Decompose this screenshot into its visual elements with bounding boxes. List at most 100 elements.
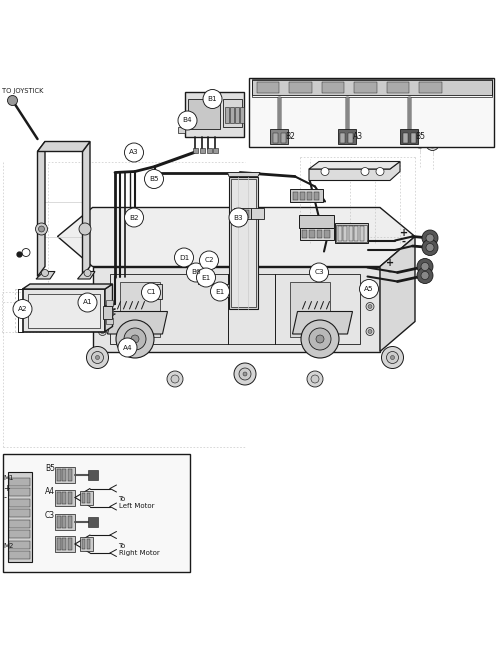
Bar [55,466,75,483]
Circle shape [417,259,433,274]
Bar [102,306,112,319]
Bar [178,127,185,133]
Text: B2: B2 [129,214,139,221]
Bar [80,490,92,505]
Polygon shape [38,142,45,276]
Polygon shape [92,266,380,351]
Bar [62,492,66,503]
Circle shape [321,168,329,176]
Circle shape [234,363,256,385]
Bar [249,78,494,146]
Circle shape [183,253,187,257]
Bar [9,477,30,485]
Text: B1: B1 [208,96,218,102]
Circle shape [239,368,251,380]
Circle shape [100,304,104,308]
Circle shape [178,111,197,130]
Circle shape [84,270,91,276]
Text: B2: B2 [285,132,295,141]
Bar [340,133,345,142]
Circle shape [416,123,424,131]
Bar [88,470,98,479]
Bar [231,179,256,306]
Bar [188,99,220,129]
Circle shape [421,263,429,270]
Bar [214,284,229,296]
Bar [106,300,112,306]
Text: B5: B5 [45,464,55,473]
Polygon shape [309,161,400,180]
Bar [28,293,100,328]
Circle shape [421,272,429,279]
Bar [206,148,212,153]
Circle shape [426,244,434,251]
Circle shape [229,208,248,227]
Text: C3: C3 [45,511,55,520]
Text: To
Right Motor: To Right Motor [118,543,159,556]
Bar [56,492,60,503]
Bar [56,515,60,528]
Circle shape [142,283,161,302]
Circle shape [361,168,369,176]
Circle shape [414,120,426,133]
Polygon shape [38,142,90,151]
Circle shape [131,335,139,343]
Circle shape [92,351,104,364]
Bar [8,471,32,562]
Bar [289,82,312,93]
Circle shape [414,135,426,148]
Bar [62,538,66,550]
Circle shape [124,208,144,227]
Bar [56,538,60,550]
Bar [9,541,30,549]
Text: -: - [402,237,406,247]
Polygon shape [22,284,112,289]
Text: A2: A2 [18,306,28,312]
Bar [225,108,228,123]
Bar [354,82,376,93]
Bar [200,148,205,153]
Bar [9,520,30,528]
Text: D1: D1 [179,255,189,261]
Circle shape [417,268,433,283]
Circle shape [13,300,32,319]
Circle shape [422,230,438,246]
Bar [402,133,407,142]
Circle shape [360,279,378,298]
Text: A3: A3 [352,132,362,141]
Bar [55,536,75,552]
Bar [302,229,307,238]
Text: TO JOYSTICK: TO JOYSTICK [2,88,44,93]
Polygon shape [36,272,55,279]
Text: E1: E1 [202,274,210,281]
Bar [106,317,112,324]
Bar [120,281,160,336]
Bar [360,225,364,240]
Circle shape [316,335,324,343]
Bar [290,281,330,336]
Circle shape [366,328,374,336]
Circle shape [307,371,323,387]
Circle shape [101,315,109,323]
Circle shape [103,317,107,321]
Polygon shape [380,236,415,351]
Bar [252,80,492,97]
Bar [280,133,285,142]
Circle shape [8,95,18,106]
Bar [234,208,251,219]
Text: +: + [400,227,408,238]
Bar [400,129,418,144]
Circle shape [86,347,108,368]
Bar [245,210,248,217]
Circle shape [210,282,230,301]
Bar [2,454,190,571]
Bar [348,225,352,240]
Bar [240,108,244,123]
Bar [86,539,90,549]
Text: -: - [388,266,392,276]
Bar [235,108,238,123]
Text: A3: A3 [129,150,139,155]
Bar [343,225,347,240]
Polygon shape [78,272,95,279]
Circle shape [203,89,222,108]
